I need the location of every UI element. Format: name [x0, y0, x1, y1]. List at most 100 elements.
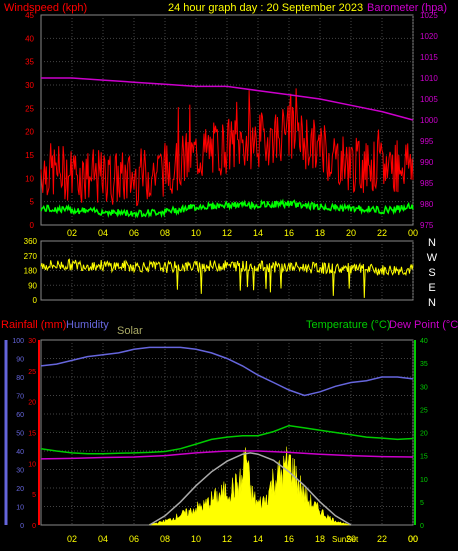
temp-x-tick-label: 14: [253, 534, 263, 544]
rain-y-tick-label: 25: [28, 369, 36, 376]
rain-y-tick-label: 10: [28, 461, 36, 468]
humidity-y-tick-label: 20: [16, 486, 24, 493]
barometer-y-tick-label: 1025: [420, 11, 438, 20]
temp-x-tick-label: 08: [160, 534, 170, 544]
rain-y-tick-label: 0: [32, 523, 36, 530]
rain-y-tick-label: 5: [32, 492, 36, 499]
barometer-y-tick-label: 995: [420, 137, 434, 146]
temperature-label: Temperature (°C): [306, 319, 390, 331]
humidity-y-tick-label: 0: [20, 523, 24, 530]
barometer-y-tick-label: 1015: [420, 53, 438, 62]
temp-x-tick-label: 16: [284, 534, 294, 544]
direction-y-ticks: 360 270 180 90 0: [24, 237, 38, 305]
temperature-y-tick-label: 0: [420, 523, 424, 530]
barometer-y-tick-label: 1010: [420, 74, 438, 83]
sunset-label: SunSet: [332, 535, 359, 544]
dewpoint-label: Dew Point (°C): [389, 319, 458, 331]
temp-x-tick-label: 06: [129, 534, 139, 544]
rain-y-tick-label: 30: [28, 338, 36, 345]
humidity-line: [40, 346, 414, 397]
direction-series: [40, 258, 414, 298]
wind-gust-line: [40, 88, 414, 207]
wind-y-tick-label: 40: [25, 34, 34, 43]
humidity-y-ticks: 0 10 20 30 40 50 60 70 80 90 100: [12, 338, 24, 530]
humidity-y-tick-label: 40: [16, 449, 24, 456]
solar-max-curve: [149, 452, 352, 526]
wind-x-tick-label: 22: [377, 228, 387, 238]
direction-line: [40, 258, 414, 298]
temp-x-tick-label: 20: [346, 534, 356, 544]
windspeed-label: Windspeed (kph): [4, 2, 87, 14]
direction-y-tick-label: 360: [24, 237, 38, 246]
barometer-y-tick-label: 985: [420, 179, 434, 188]
direction-y-tick-label: 90: [28, 281, 37, 290]
rainfall-label: Rainfall (mm): [1, 319, 66, 331]
temperature-y-tick-label: 20: [420, 431, 428, 438]
wind-y-tick-label: 5: [30, 198, 35, 207]
wind-x-tick-label: 08: [160, 228, 170, 238]
temp-x-tick-label: 00: [408, 534, 418, 544]
wind-series: [40, 88, 414, 219]
wind-x-tick-label: 12: [222, 228, 232, 238]
humidity-y-tick-label: 100: [12, 338, 24, 345]
temp-x-tick-label: 12: [222, 534, 232, 544]
rain-y-ticks: 0 5 10 15 20 25 30: [28, 338, 36, 530]
wind-y-tick-label: 10: [25, 174, 34, 183]
barometer-label: Barometer (hpa): [367, 2, 447, 14]
humidity-y-tick-label: 60: [16, 412, 24, 419]
direction-y-tick-label: 180: [24, 267, 38, 276]
temperature-y-tick-label: 15: [420, 454, 428, 461]
temperature-y-ticks: 0 5 10 15 20 25 30 35 40: [420, 338, 428, 530]
graph-title: 24 hour graph day : 20 September 2023: [168, 2, 363, 14]
humidity-y-tick-label: 90: [16, 357, 24, 364]
temp-x-tick-label: 02: [67, 534, 77, 544]
humidity-y-tick-label: 70: [16, 394, 24, 401]
wind-x-tick-label: 04: [98, 228, 108, 238]
barometer-y-tick-label: 980: [420, 200, 434, 209]
temperature-y-tick-label: 5: [420, 500, 424, 507]
temp-x-tick-label: 22: [377, 534, 387, 544]
barometer-series: [41, 77, 414, 121]
wind-y-tick-label: 20: [25, 128, 34, 137]
barometer-y-ticks: 975 980 985 990 995 1000 1005 1010 1015 1020 1025: [420, 11, 438, 230]
solar-area: [149, 446, 352, 526]
direction-y-tick-label: 0: [33, 296, 38, 305]
compass-label: N: [428, 237, 436, 249]
barometer-y-tick-label: 1020: [420, 32, 438, 41]
wind-x-tick-label: 14: [253, 228, 263, 238]
compass-label: N: [428, 297, 436, 309]
wind-x-ticks: 02 04 06 08 10 12 14 16 18 20 22 00: [67, 228, 418, 238]
humidity-y-tick-label: 80: [16, 375, 24, 382]
temp-humidity-series: [40, 346, 414, 460]
wind-x-tick-label: 06: [129, 228, 139, 238]
solar-series: [149, 446, 352, 526]
humidity-y-tick-label: 50: [16, 431, 24, 438]
temperature-y-tick-label: 25: [420, 407, 428, 414]
solar-label: Solar: [117, 325, 143, 337]
rain-y-tick-label: 15: [28, 431, 36, 438]
compass-label: S: [428, 267, 435, 279]
temperature-y-tick-label: 10: [420, 477, 428, 484]
dewpoint-line: [40, 450, 414, 460]
direction-y-tick-label: 270: [24, 252, 38, 261]
barometer-y-tick-label: 990: [420, 158, 434, 167]
wind-y-tick-label: 25: [25, 104, 34, 113]
barometer-y-tick-label: 975: [420, 221, 434, 230]
wind-x-tick-label: 10: [191, 228, 201, 238]
humidity-y-tick-label: 10: [16, 505, 24, 512]
wind-y-tick-label: 35: [25, 58, 34, 67]
wind-x-tick-label: 18: [315, 228, 325, 238]
humidity-label: Humidity: [66, 319, 109, 331]
compass-label: W: [427, 252, 438, 264]
wind-x-tick-label: 16: [284, 228, 294, 238]
wind-x-tick-label: 02: [67, 228, 77, 238]
humidity-y-tick-label: 30: [16, 468, 24, 475]
wind-x-tick-label: 20: [346, 228, 356, 238]
temperature-y-tick-label: 35: [420, 361, 428, 368]
